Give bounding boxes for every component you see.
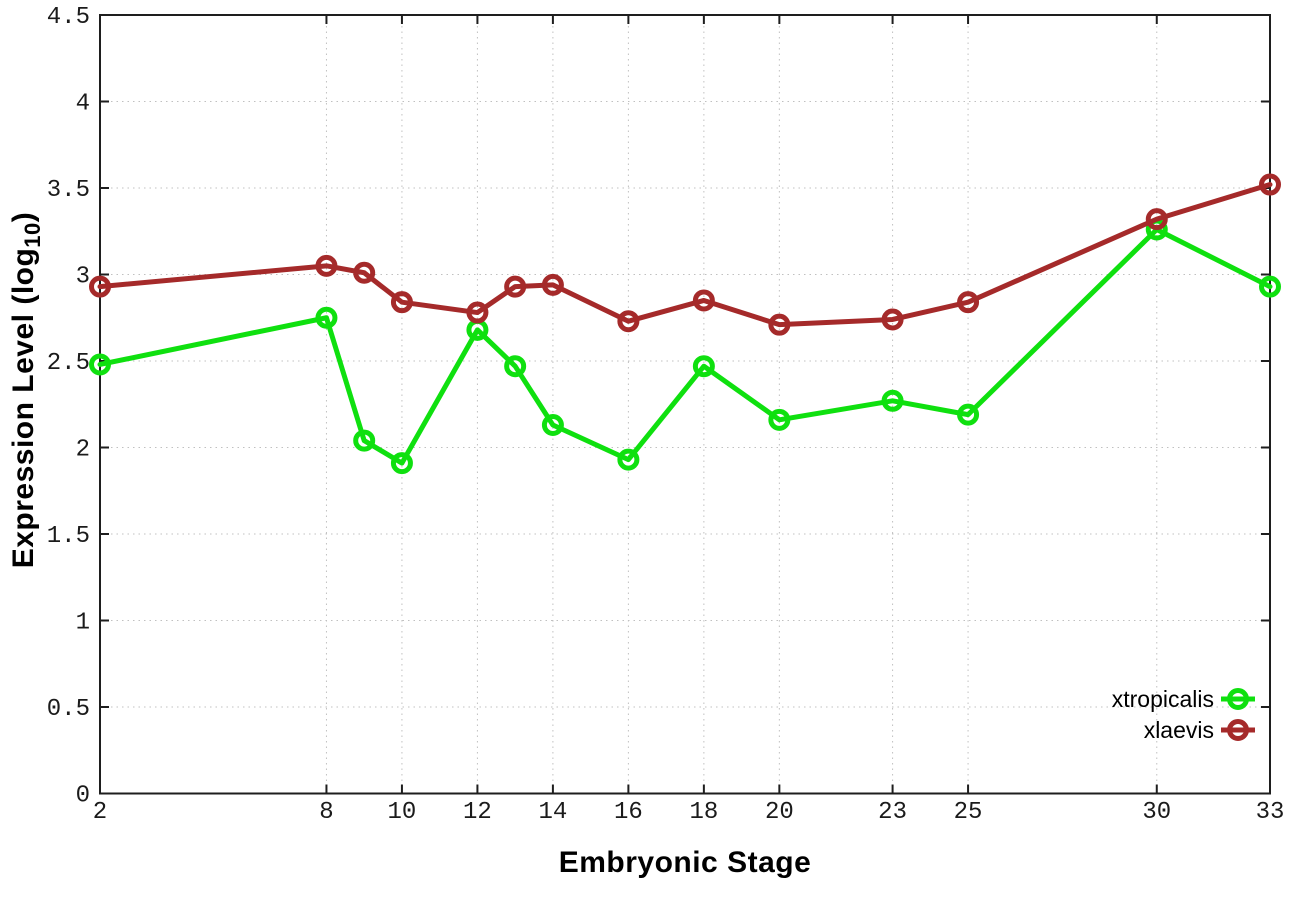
y-tick-label: 4	[76, 91, 90, 118]
y-tick-label: 3	[76, 264, 90, 291]
data-point-xlaevis	[768, 313, 791, 336]
y-tick-label: 4.5	[47, 4, 90, 31]
y-axis-title-suffix: )	[7, 211, 40, 223]
data-point-xlaevis	[466, 301, 489, 324]
data-point-xtropicalis	[504, 355, 527, 378]
y-axis-title-text: Expression Level (log	[7, 247, 40, 569]
plot-border	[99, 14, 1271, 795]
x-tick-label: 18	[689, 799, 718, 826]
data-point-xlaevis	[617, 310, 640, 333]
y-tick-label: 0	[76, 783, 90, 810]
x-tick-label: 23	[878, 799, 907, 826]
data-point-xlaevis	[89, 275, 111, 298]
legend-sample-marker-xlaevis	[1227, 719, 1249, 741]
x-axis-title: Embryonic Stage	[100, 846, 1270, 880]
data-point-xlaevis	[881, 308, 904, 331]
data-point-xtropicalis	[692, 355, 715, 378]
data-point-xtropicalis	[957, 403, 980, 426]
x-tick-label: 30	[1142, 799, 1171, 826]
y-axis-title-subscript: 10	[20, 222, 45, 248]
data-point-xtropicalis	[541, 414, 564, 437]
y-tick-label: 2.5	[47, 350, 90, 377]
data-point-xtropicalis	[315, 306, 338, 329]
x-tick-label: 20	[765, 799, 794, 826]
y-tick-label: 1.5	[47, 523, 90, 550]
data-point-xlaevis	[1145, 208, 1168, 231]
y-tick-label: 3.5	[47, 177, 90, 204]
data-point-xtropicalis	[617, 448, 640, 471]
x-tick-label: 25	[954, 799, 983, 826]
x-tick-label: 2	[93, 799, 107, 826]
data-point-xlaevis	[504, 275, 527, 298]
x-tick-label: 33	[1256, 799, 1285, 826]
legend-label-xlaevis: xlaevis	[1144, 717, 1214, 743]
data-point-xlaevis	[541, 273, 564, 296]
data-point-xtropicalis	[1259, 275, 1281, 298]
y-axis-title: Expression Level (log10)	[7, 211, 45, 569]
data-point-xlaevis	[692, 289, 715, 312]
data-point-xtropicalis	[390, 452, 413, 475]
x-tick-label: 16	[614, 799, 643, 826]
data-point-xlaevis	[315, 254, 338, 277]
y-tick-label: 0.5	[47, 696, 90, 723]
data-point-xlaevis	[390, 291, 413, 314]
y-tick-label: 1	[76, 610, 90, 637]
series-line-xlaevis	[97, 182, 1273, 328]
x-tick-label: 8	[319, 799, 333, 826]
x-tick-label: 10	[388, 799, 417, 826]
series-line-xtropicalis	[97, 227, 1273, 466]
x-axis-title-text: Embryonic Stage	[558, 846, 812, 879]
data-point-xtropicalis	[881, 389, 904, 412]
data-point-xtropicalis	[768, 408, 791, 431]
x-tick-label: 14	[538, 799, 567, 826]
y-tick-label: 2	[76, 437, 90, 464]
x-tick-label: 12	[463, 799, 492, 826]
data-point-xtropicalis	[353, 429, 376, 452]
data-point-xlaevis	[957, 291, 980, 314]
data-point-xlaevis	[1259, 173, 1281, 196]
data-point-xtropicalis	[89, 353, 111, 376]
legend-label-xtropicalis: xtropicalis	[1112, 686, 1214, 712]
legend-sample-marker-xtropicalis	[1227, 688, 1249, 710]
data-point-xlaevis	[353, 261, 376, 284]
